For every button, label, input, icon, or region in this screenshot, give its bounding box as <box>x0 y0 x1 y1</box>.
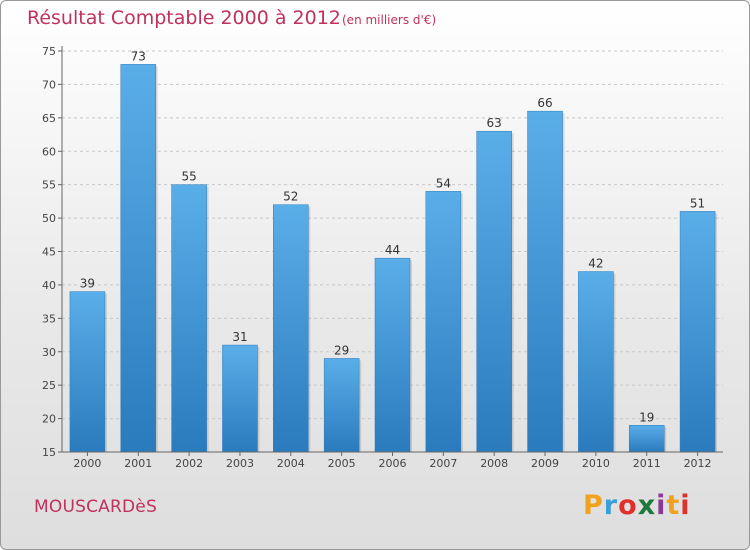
logo-letter: i <box>656 490 667 521</box>
bar-value-label: 63 <box>487 116 502 130</box>
bar-value-label: 42 <box>588 257 603 271</box>
bar <box>323 358 360 453</box>
y-tick-label: 70 <box>42 78 56 91</box>
bar-value-label: 29 <box>334 343 349 357</box>
x-tick-label: 2003 <box>226 457 254 470</box>
bar <box>222 344 258 453</box>
x-tick-label: 2005 <box>328 457 356 470</box>
x-tick-label: 2011 <box>633 457 661 470</box>
bar <box>628 425 665 453</box>
logo-letter: x <box>637 490 657 521</box>
bar <box>578 271 614 453</box>
bar <box>171 184 207 453</box>
y-tick-label: 50 <box>42 212 56 225</box>
y-tick-label: 40 <box>42 279 56 292</box>
logo-letter: o <box>618 490 638 521</box>
logo-letter: t <box>666 490 681 521</box>
bar-value-label: 44 <box>385 243 400 257</box>
bar-value-label: 66 <box>537 96 552 110</box>
logo-letter: i <box>680 490 691 521</box>
y-tick-label: 15 <box>42 446 56 459</box>
x-tick-label: 2006 <box>379 457 407 470</box>
logo-letter: r <box>603 490 619 521</box>
x-tick-label: 2008 <box>480 457 508 470</box>
x-tick-label: 2010 <box>582 457 610 470</box>
logo-letter: P <box>583 490 604 521</box>
x-tick-label: 2000 <box>73 457 101 470</box>
bar <box>273 204 309 453</box>
x-tick-label: 2009 <box>531 457 559 470</box>
bar <box>69 291 106 453</box>
y-tick-label: 25 <box>42 379 56 392</box>
x-tick-label: 2001 <box>124 457 152 470</box>
y-tick-label: 45 <box>42 246 56 259</box>
bar <box>679 211 716 453</box>
y-tick-label: 65 <box>42 112 56 125</box>
y-tick-label: 30 <box>42 346 56 359</box>
y-tick-label: 60 <box>42 145 56 158</box>
bar-value-label: 31 <box>232 330 247 344</box>
bar-value-label: 54 <box>436 176 451 190</box>
bar-value-label: 55 <box>181 170 196 184</box>
x-tick-label: 2004 <box>277 457 305 470</box>
bar <box>120 64 157 453</box>
chart-title: Résultat Comptable 2000 à 2012 <box>27 7 341 29</box>
bar <box>374 257 411 453</box>
y-tick-label: 75 <box>42 45 56 58</box>
bar-value-label: 52 <box>283 190 298 204</box>
bar <box>425 191 462 453</box>
x-tick-label: 2002 <box>175 457 203 470</box>
x-tick-label: 2012 <box>684 457 712 470</box>
bar <box>476 130 512 453</box>
chart-subtitle: (en milliers d'€) <box>342 13 437 27</box>
y-tick-label: 35 <box>42 312 56 325</box>
bar-value-label: 73 <box>131 49 146 63</box>
bar-value-label: 19 <box>639 410 654 424</box>
proxiti-logo[interactable]: Proxiti <box>583 490 691 521</box>
commune-name: MOUSCARDèS <box>34 497 157 517</box>
bar <box>527 110 563 453</box>
y-tick-label: 55 <box>42 179 56 192</box>
x-tick-label: 2007 <box>429 457 457 470</box>
bar-value-label: 51 <box>690 196 705 210</box>
bar-value-label: 39 <box>80 277 95 291</box>
y-tick-label: 20 <box>42 413 56 426</box>
